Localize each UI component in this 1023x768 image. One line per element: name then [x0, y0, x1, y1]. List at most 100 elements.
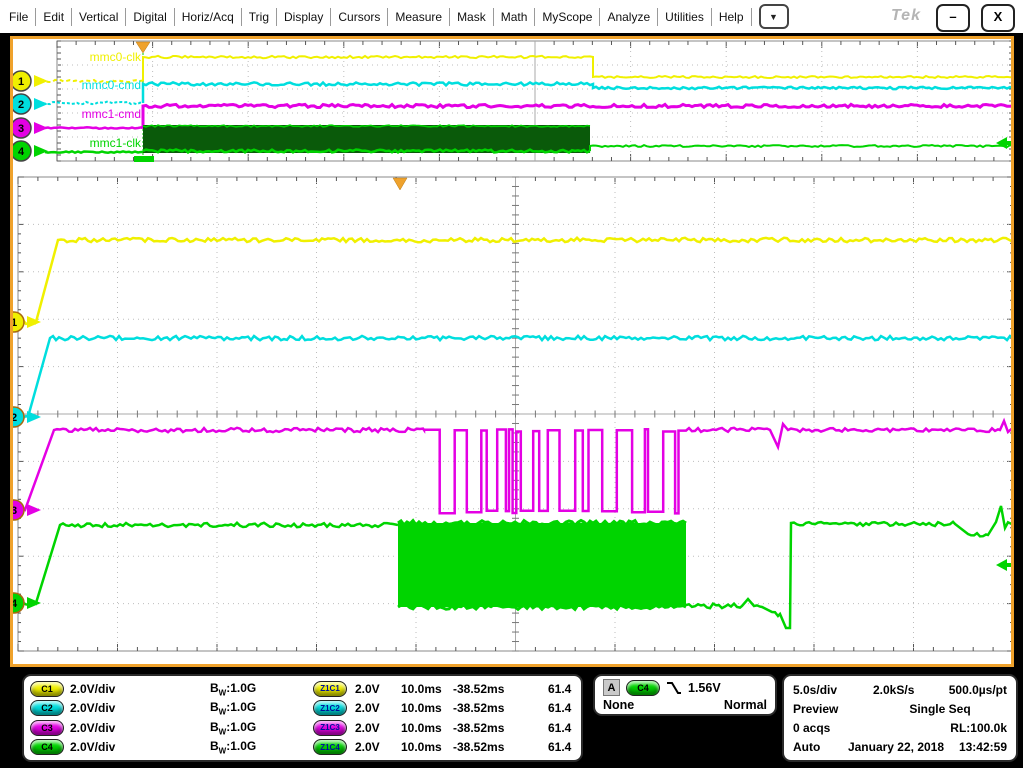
preview-status: Preview — [793, 701, 839, 716]
menu-vertical[interactable]: Vertical — [72, 7, 127, 26]
zoom-value-z1c3: 61.4 — [548, 720, 572, 735]
svg-text:2: 2 — [18, 99, 24, 111]
trigger-mode-row: None Normal — [603, 698, 767, 712]
zoom-traces — [19, 236, 1011, 630]
horizontal-scale-row: 5.0s/div 2.0kS/s 500.0µs/pt — [793, 680, 1007, 699]
datetime-row: Auto January 22, 2018 13:42:59 — [793, 737, 1007, 756]
channel-marker-main-2[interactable]: 2 — [13, 406, 41, 428]
menu-myscope[interactable]: MyScope — [535, 7, 601, 26]
zoom-scale-z1c2: 2.0V — [355, 701, 380, 716]
menu-trig[interactable]: Trig — [242, 7, 277, 26]
falling-edge-icon — [667, 681, 681, 694]
svg-text:1: 1 — [13, 317, 17, 329]
horizontal-readout-panel[interactable]: 5.0s/div 2.0kS/s 500.0µs/pt Preview Sing… — [782, 674, 1018, 762]
zoom-scale-z1c3: 2.0V — [355, 720, 380, 735]
channel-badge-c1[interactable]: C1 — [30, 680, 64, 697]
channel-row-c2: C2 2.0V/div BW:1.0G Z1C2 2.0V 10.0ms -38… — [30, 699, 575, 719]
trigger-source-badge[interactable]: C4 — [626, 679, 660, 696]
time: 13:42:59 — [958, 739, 1007, 754]
zoom-scale-z1c1: 2.0V — [355, 681, 380, 696]
tek-logo: Tek — [891, 7, 921, 24]
zoom-time-z1c3: 10.0ms — [401, 720, 442, 735]
zoom-badge-z1c2[interactable]: Z1C2 — [313, 700, 347, 717]
zoom-delay-z1c4: -38.52ms — [453, 740, 505, 755]
acqs-count: 0 acqs — [793, 720, 831, 735]
menu-horiz-acq[interactable]: Horiz/Acq — [175, 7, 242, 26]
trigger-level-arrow-overview[interactable] — [996, 137, 1011, 149]
trigger-mode-auto: Auto — [793, 739, 821, 754]
zoom-region-marker[interactable] — [134, 156, 154, 162]
channel-marker-main-1[interactable]: 1 — [13, 311, 41, 333]
zoom-badge-z1c3[interactable]: Z1C3 — [313, 719, 347, 736]
menu-file[interactable]: File — [2, 7, 37, 26]
menu-bar: File Edit Vertical Digital Horiz/Acq Tri… — [0, 0, 1023, 33]
sample-rate: 2.0kS/s — [873, 682, 915, 697]
svg-text:1: 1 — [18, 76, 24, 88]
trigger-level-arrow-zoom[interactable] — [996, 559, 1011, 571]
svg-text:4: 4 — [18, 146, 25, 158]
menu-analyze[interactable]: Analyze — [600, 7, 659, 26]
channel-bandwidth-c4: BW:1.0G — [210, 739, 257, 756]
zoom-badge-z1c1[interactable]: Z1C1 — [313, 680, 347, 697]
minimize-button[interactable]: – — [936, 4, 970, 32]
channel-bandwidth-c2: BW:1.0G — [210, 700, 257, 717]
zoom-delay-z1c3: -38.52ms — [453, 720, 505, 735]
waveform-display: mmc0-clk mmc0-cmd mmc1-cmd mmc1-clk 1 2 3 4 1 2 3 4 — [13, 40, 1011, 652]
zoom-value-z1c4: 61.4 — [548, 740, 572, 755]
menu-edit[interactable]: Edit — [36, 7, 73, 26]
channel-bandwidth-c1: BW:1.0G — [210, 680, 257, 697]
menu-cursors[interactable]: Cursors — [331, 7, 389, 26]
chevron-down-icon: ▼ — [769, 11, 778, 22]
overview-traces — [37, 54, 1011, 155]
channel-marker-main-3[interactable]: 3 — [13, 499, 41, 521]
trigger-position-marker-zoom[interactable] — [392, 177, 408, 191]
channel-badge-c3[interactable]: C3 — [30, 719, 64, 736]
zoom-scale-z1c4: 2.0V — [355, 740, 380, 755]
zoom-time-z1c2: 10.0ms — [401, 701, 442, 716]
trigger-source-row: A C4 1.56V — [603, 679, 767, 696]
channel-label-c3: mmc1-cmd — [82, 107, 141, 121]
zoom-time-z1c4: 10.0ms — [401, 740, 442, 755]
trigger-type: Normal — [723, 698, 767, 712]
channel-marker-overview-1[interactable]: 1 — [13, 70, 48, 92]
channel-badge-c2[interactable]: C2 — [30, 700, 64, 717]
acquisition-mode: Single Seq — [909, 701, 971, 716]
resolution: 500.0µs/pt — [948, 682, 1007, 697]
zoom-value-z1c1: 61.4 — [548, 681, 572, 696]
channel-label-c1: mmc0-clk — [90, 50, 142, 64]
trigger-a-label: A — [603, 679, 620, 696]
menu-digital[interactable]: Digital — [126, 7, 175, 26]
trigger-readout-panel[interactable]: A C4 1.56V None Normal — [593, 674, 777, 716]
menu-help[interactable]: Help — [712, 7, 752, 26]
acquisition-count-row: 0 acqs RL:100.0k — [793, 718, 1007, 737]
menu-mask[interactable]: Mask — [450, 7, 494, 26]
menu-overflow-button[interactable]: ▼ — [758, 4, 789, 29]
trigger-position-marker-overview[interactable] — [135, 41, 151, 54]
channel-marker-overview-4[interactable]: 4 — [13, 140, 48, 162]
channel-marker-main-4[interactable]: 4 — [13, 592, 41, 614]
menu-math[interactable]: Math — [494, 7, 536, 26]
channel-marker-overview-2[interactable]: 2 — [13, 93, 48, 115]
svg-text:3: 3 — [13, 505, 17, 517]
readout-bar: C1 2.0V/div BW:1.0G Z1C1 2.0V 10.0ms -38… — [0, 668, 1023, 768]
menu-measure[interactable]: Measure — [388, 7, 451, 26]
svg-text:3: 3 — [18, 123, 24, 135]
menu-utilities[interactable]: Utilities — [658, 7, 712, 26]
trigger-level: 1.56V — [688, 680, 721, 695]
trigger-mode: None — [603, 698, 635, 712]
close-button[interactable]: X — [981, 4, 1015, 32]
channel-label-c2: mmc0-cmd — [82, 78, 141, 92]
channel-badge-c4[interactable]: C4 — [30, 739, 64, 756]
channel-marker-overview-3[interactable]: 3 — [13, 117, 48, 139]
vertical-readout-panel[interactable]: C1 2.0V/div BW:1.0G Z1C1 2.0V 10.0ms -38… — [22, 674, 583, 762]
zoom-badge-z1c4[interactable]: Z1C4 — [313, 739, 347, 756]
waveform-display-frame: mmc0-clk mmc0-cmd mmc1-cmd mmc1-clk 1 2 3 4 1 2 3 4 — [10, 36, 1014, 667]
channel-bandwidth-c3: BW:1.0G — [210, 719, 257, 736]
channel-row-c3: C3 2.0V/div BW:1.0G Z1C3 2.0V 10.0ms -38… — [30, 718, 575, 738]
date: January 22, 2018 — [847, 739, 945, 754]
channel-label-c4: mmc1-clk — [90, 136, 142, 150]
channel-row-c4: C4 2.0V/div BW:1.0G Z1C4 2.0V 10.0ms -38… — [30, 738, 575, 758]
menu-display[interactable]: Display — [277, 7, 332, 26]
channel-scale-c2: 2.0V/div — [70, 701, 116, 716]
